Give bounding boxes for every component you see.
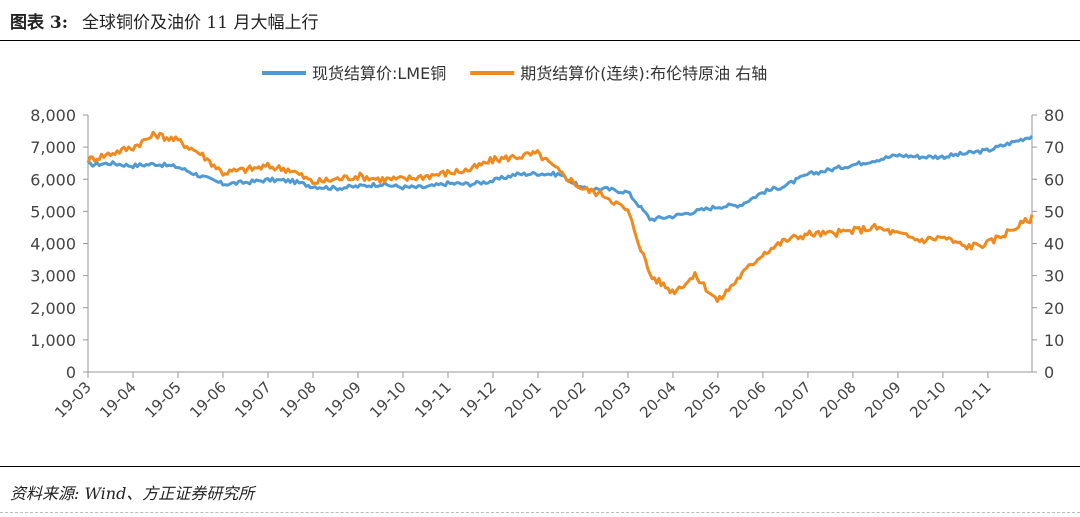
x-tick-label: 19-08 bbox=[276, 378, 320, 422]
x-tick-label: 20-08 bbox=[816, 378, 860, 422]
x-tick-label: 20-09 bbox=[861, 378, 905, 422]
y-left-tick-label: 5,000 bbox=[30, 202, 76, 221]
y-left-tick-label: 6,000 bbox=[30, 170, 76, 189]
x-tick-label: 20-11 bbox=[951, 378, 995, 422]
figure-title: 图表 3: 全球铜价及油价 11 月大幅上行 bbox=[10, 8, 318, 33]
source-rule bbox=[0, 466, 1080, 467]
y-right-tick-label: 40 bbox=[1044, 235, 1064, 254]
x-tick-label: 19-04 bbox=[96, 378, 140, 422]
y-right-tick-label: 20 bbox=[1044, 299, 1064, 318]
y-right-tick-label: 10 bbox=[1044, 331, 1064, 350]
y-left-tick-label: 1,000 bbox=[30, 331, 76, 350]
source-note: 资料来源: Wind、方正证券研究所 bbox=[10, 484, 255, 503]
series-line-lme-copper bbox=[87, 135, 1034, 223]
x-tick-label: 20-05 bbox=[681, 378, 725, 422]
legend-label: 期货结算价(连续):布伦特原油 右轴 bbox=[520, 64, 767, 83]
x-tick-label: 19-12 bbox=[456, 378, 500, 422]
x-tick-label: 19-09 bbox=[321, 378, 365, 422]
x-tick-label: 19-03 bbox=[51, 378, 95, 422]
line-chart: 现货结算价:LME铜 期货结算价(连续):布伦特原油 右轴 0 1,000 2,000… bbox=[30, 64, 1064, 422]
series-lines bbox=[86, 130, 1034, 303]
x-tick-label: 19-06 bbox=[186, 378, 230, 422]
x-tick-label: 19-07 bbox=[231, 378, 275, 422]
y-left-tick-label: 3,000 bbox=[30, 267, 76, 286]
y-left-tick-label: 8,000 bbox=[30, 106, 76, 125]
bottom-divider bbox=[0, 512, 1080, 513]
y-left-tick-label: 4,000 bbox=[30, 235, 76, 254]
y-right-tick-label: 50 bbox=[1044, 202, 1064, 221]
x-tick-label: 19-10 bbox=[366, 378, 410, 422]
legend: 现货结算价:LME铜 期货结算价(连续):布伦特原油 右轴 bbox=[262, 64, 767, 83]
y-right-tick-label: 30 bbox=[1044, 267, 1064, 286]
x-tick-label: 20-03 bbox=[591, 378, 635, 422]
x-tick-label: 20-01 bbox=[501, 378, 545, 422]
figure-label: 图表 3: bbox=[10, 13, 69, 33]
x-tick-label: 20-04 bbox=[636, 378, 680, 422]
y-left-tick-label: 7,000 bbox=[30, 138, 76, 157]
x-tick-label: 19-11 bbox=[411, 378, 455, 422]
y-left-tick-label: 0 bbox=[66, 363, 76, 382]
title-rule bbox=[0, 40, 1080, 41]
axes: 0 1,000 2,000 3,000 4,000 5,000 6,000 7,000 8,00… bbox=[30, 106, 1064, 422]
x-tick-label: 20-06 bbox=[726, 378, 770, 422]
x-tick-label: 20-02 bbox=[546, 378, 590, 422]
y-right-tick-label: 0 bbox=[1044, 363, 1054, 382]
legend-label: 现货结算价:LME铜 bbox=[312, 64, 446, 83]
x-tick-label: 19-05 bbox=[141, 378, 185, 422]
y-right-tick-label: 60 bbox=[1044, 170, 1064, 189]
series-line-brent-crude bbox=[86, 130, 1034, 303]
y-right-tick-label: 70 bbox=[1044, 138, 1064, 157]
x-tick-label: 20-10 bbox=[906, 378, 950, 422]
y-right-tick-label: 80 bbox=[1044, 106, 1064, 125]
y-left-tick-label: 2,000 bbox=[30, 299, 76, 318]
x-tick-label: 20-07 bbox=[771, 378, 815, 422]
figure-title-text: 全球铜价及油价 11 月大幅上行 bbox=[82, 13, 319, 33]
